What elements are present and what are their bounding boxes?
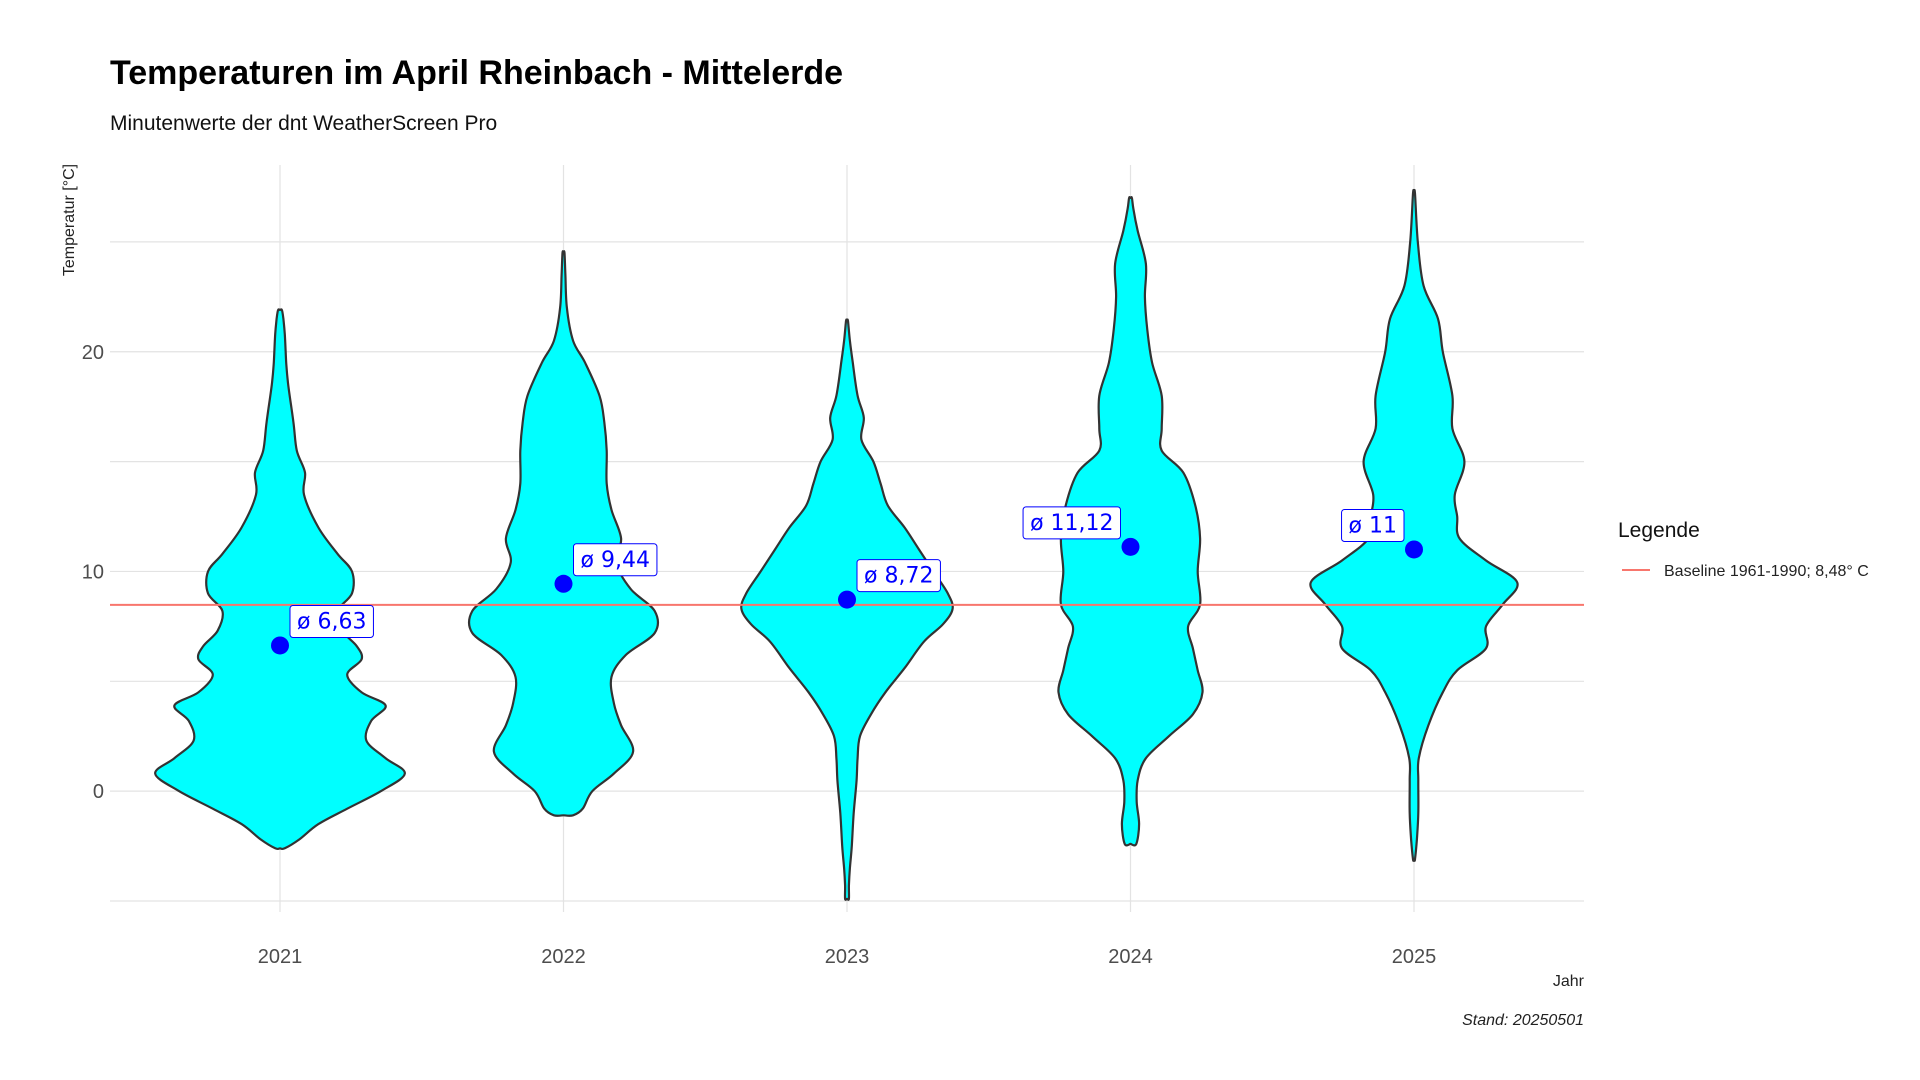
violin-2021 <box>154 308 406 851</box>
violin-2023 <box>740 318 954 901</box>
mean-label-2021: ø 6,63 <box>289 604 374 638</box>
y-axis-title: Temperatur [°C] <box>61 164 78 276</box>
mean-label-box <box>1341 508 1405 542</box>
mean-point-2023 <box>838 590 856 609</box>
violin-2025 <box>1309 188 1519 862</box>
mean-points <box>271 537 1423 655</box>
violin-2024 <box>1057 196 1204 847</box>
y-tick-label: 20 <box>82 342 104 364</box>
legend: Legende Baseline 1961-1990; 8,48° C <box>1618 519 1869 580</box>
y-tick-label: 0 <box>93 781 104 803</box>
axes: 2021 2022 2023 2024 2025 0 10 20 <box>82 342 1437 968</box>
y-tick-label: 10 <box>82 561 104 583</box>
x-tick-label: 2023 <box>825 946 870 968</box>
mean-label-box <box>856 559 941 593</box>
mean-label-text: ø 8,72 <box>864 564 933 589</box>
mean-label-box <box>289 604 374 638</box>
mean-label-2023: ø 8,72 <box>856 559 941 593</box>
x-tick-label: 2024 <box>1108 946 1153 968</box>
mean-label-2024: ø 11,12 <box>1022 506 1121 540</box>
mean-point-2022 <box>554 574 573 593</box>
chart-subtitle: Minutenwerte der dnt WeatherScreen Pro <box>110 112 497 135</box>
violins <box>154 188 1519 901</box>
x-tick-label: 2021 <box>258 946 303 968</box>
x-tick-label: 2025 <box>1392 946 1437 968</box>
mean-label-text: ø 6,63 <box>297 609 366 634</box>
mean-point-2025 <box>1405 540 1423 559</box>
x-tick-label: 2022 <box>541 946 586 968</box>
mean-point-2021 <box>271 636 289 655</box>
legend-baseline-label: Baseline 1961-1990; 8,48° C <box>1664 563 1869 580</box>
violin-2022 <box>467 250 660 817</box>
mean-label-box <box>573 543 658 577</box>
chart-title: Temperaturen im April Rheinbach - Mittel… <box>110 54 843 92</box>
mean-label-box <box>1022 506 1121 540</box>
mean-label-2025: ø 11 <box>1341 508 1405 542</box>
mean-label-text: ø 9,44 <box>581 548 650 573</box>
mean-label-text: ø 11,12 <box>1030 511 1113 536</box>
mean-point-2024 <box>1121 537 1140 556</box>
legend-title: Legende <box>1618 519 1700 542</box>
mean-label-text: ø 11 <box>1349 513 1397 538</box>
mean-labels: ø 6,63 ø 9,44 ø 8,72 ø 11,12 ø 11 <box>289 506 1405 638</box>
chart-caption: Stand: 20250501 <box>1462 1012 1584 1029</box>
mean-label-2022: ø 9,44 <box>573 543 658 577</box>
x-axis-title: Jahr <box>1553 973 1585 990</box>
